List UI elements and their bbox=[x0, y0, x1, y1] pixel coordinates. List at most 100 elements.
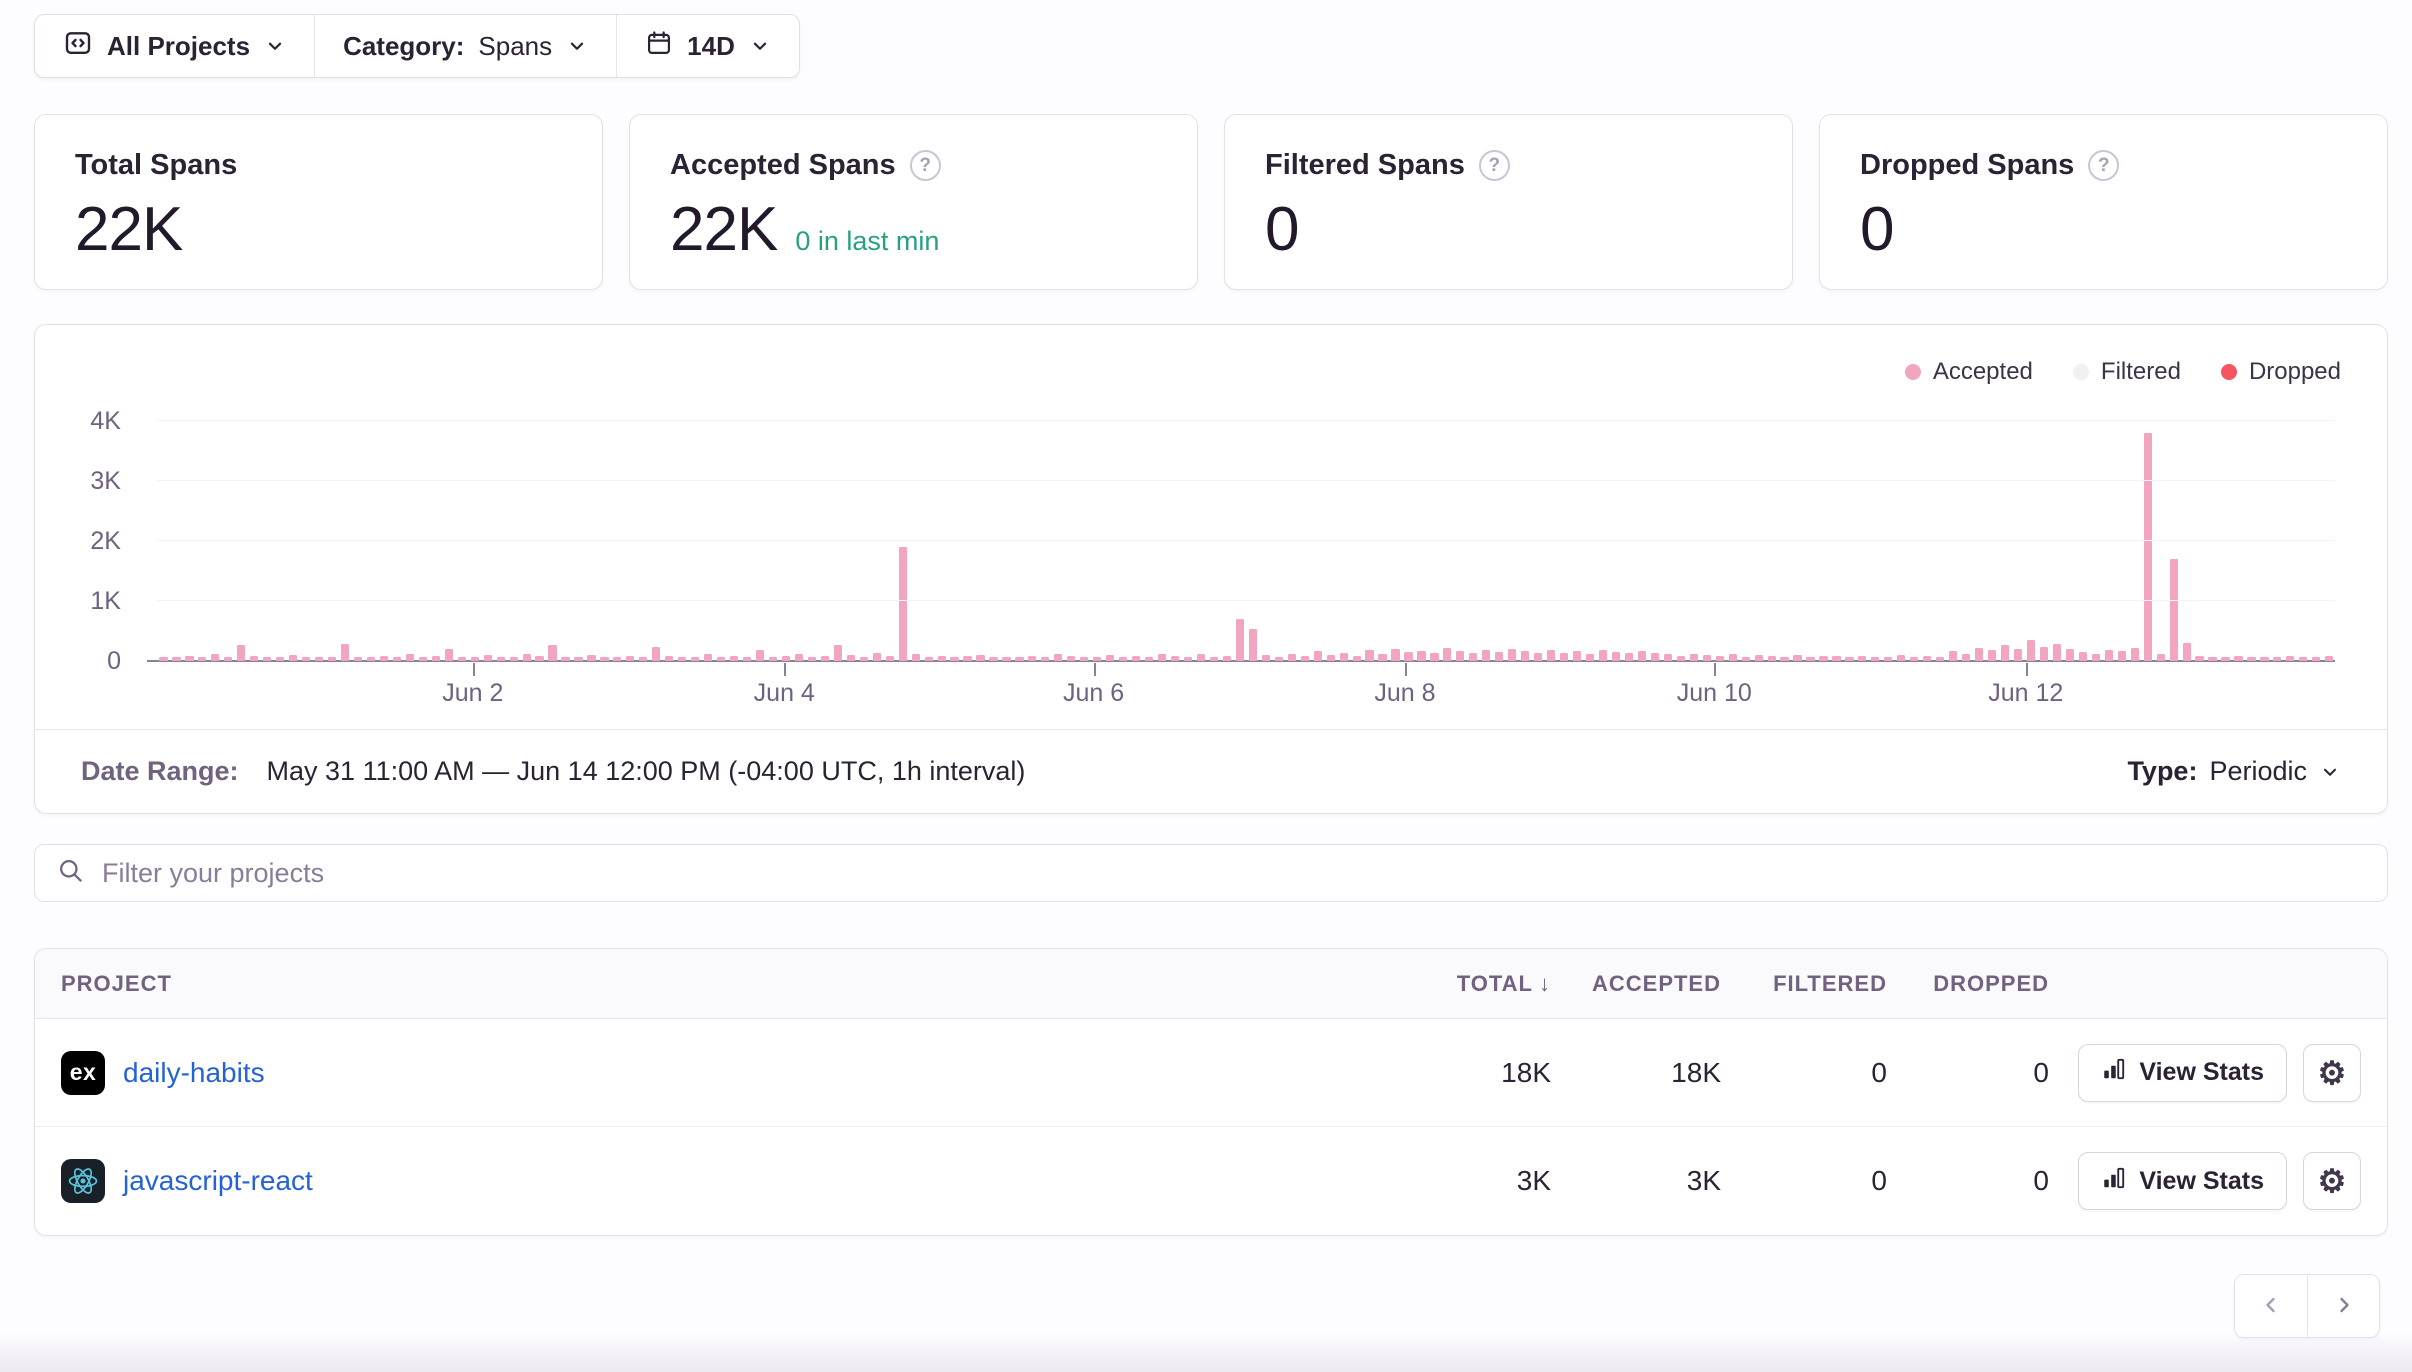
chart-bar[interactable] bbox=[1611, 652, 1621, 661]
category-filter-dropdown[interactable]: Category: Spans bbox=[314, 15, 616, 77]
column-header-dropped[interactable]: DROPPED bbox=[1933, 970, 2049, 996]
chart-bar[interactable] bbox=[1326, 655, 1335, 661]
chart-bar[interactable] bbox=[1469, 652, 1478, 661]
chart-bar[interactable] bbox=[1106, 655, 1115, 661]
column-header-total[interactable]: TOTAL ↓ bbox=[1456, 970, 1551, 996]
chart-bar[interactable] bbox=[1404, 652, 1413, 661]
chart-bar[interactable] bbox=[1015, 657, 1024, 661]
chart-bar[interactable] bbox=[574, 657, 583, 661]
chart-bar[interactable] bbox=[652, 646, 661, 661]
chart-bar[interactable] bbox=[1793, 655, 1802, 661]
chart-bar[interactable] bbox=[730, 655, 739, 661]
chart-bar[interactable] bbox=[2325, 655, 2334, 661]
help-icon[interactable]: ? bbox=[1478, 150, 1510, 181]
chart-bar[interactable] bbox=[1689, 653, 1698, 661]
chart-bar[interactable] bbox=[1560, 652, 1569, 661]
chart-bar[interactable] bbox=[2234, 656, 2243, 661]
chart-bar[interactable] bbox=[1132, 656, 1141, 661]
chart-bar[interactable] bbox=[1728, 654, 1737, 661]
chart-bar[interactable] bbox=[561, 657, 570, 661]
chart-bar[interactable] bbox=[224, 656, 233, 661]
chart-bar[interactable] bbox=[885, 656, 894, 661]
chart-bar[interactable] bbox=[2078, 652, 2087, 661]
help-icon[interactable]: ? bbox=[909, 150, 941, 181]
chart-bar[interactable] bbox=[185, 655, 194, 661]
chart-bar[interactable] bbox=[1962, 653, 1971, 661]
chart-bar[interactable] bbox=[2221, 657, 2230, 661]
chart-bar[interactable] bbox=[1508, 649, 1517, 661]
project-link[interactable]: daily-habits bbox=[123, 1056, 265, 1088]
chart-bar[interactable] bbox=[1378, 653, 1387, 661]
chart-bar[interactable] bbox=[2260, 656, 2269, 661]
chart-bar[interactable] bbox=[2117, 651, 2126, 661]
chart-bar[interactable] bbox=[1676, 655, 1685, 661]
chart-bar[interactable] bbox=[198, 657, 207, 661]
chart-bar[interactable] bbox=[276, 657, 285, 661]
chart-bar[interactable] bbox=[1702, 655, 1711, 661]
chart-bar[interactable] bbox=[1845, 656, 1854, 661]
chart-bar[interactable] bbox=[691, 656, 700, 661]
chart-bar[interactable] bbox=[859, 657, 868, 661]
chart-bar[interactable] bbox=[405, 654, 414, 661]
view-stats-button[interactable]: View Stats bbox=[2078, 1152, 2287, 1210]
chart-bar[interactable] bbox=[1417, 650, 1426, 661]
chart-bar[interactable] bbox=[1534, 653, 1543, 661]
chart-bar[interactable] bbox=[1028, 655, 1037, 661]
chart-bar[interactable] bbox=[1767, 655, 1776, 661]
chart-bar[interactable] bbox=[1067, 655, 1076, 661]
chart-bar[interactable] bbox=[872, 652, 881, 661]
chart-bar[interactable] bbox=[2000, 645, 2010, 661]
chart-bar[interactable] bbox=[315, 656, 324, 661]
chart-bar[interactable] bbox=[2195, 655, 2204, 661]
chart-bar[interactable] bbox=[1456, 651, 1465, 661]
chart-bar[interactable] bbox=[846, 655, 855, 661]
chart-bar[interactable] bbox=[717, 657, 726, 661]
chart-bar[interactable] bbox=[1572, 651, 1582, 661]
chart-bar[interactable] bbox=[989, 657, 998, 661]
chart-bar[interactable] bbox=[2273, 657, 2282, 661]
chart-bar[interactable] bbox=[1365, 650, 1374, 661]
chart-bar[interactable] bbox=[457, 656, 466, 661]
project-link[interactable]: javascript-react bbox=[123, 1165, 313, 1196]
date-period-dropdown[interactable]: 14D bbox=[616, 15, 799, 77]
chart-bar[interactable] bbox=[1261, 655, 1270, 661]
chart-bar[interactable] bbox=[976, 655, 985, 661]
chart-bar[interactable] bbox=[237, 645, 246, 661]
chart-bar[interactable] bbox=[1339, 652, 1348, 661]
legend-item-filtered[interactable]: Filtered bbox=[2072, 358, 2181, 386]
chart-bar[interactable] bbox=[1650, 652, 1659, 661]
chart-bar[interactable] bbox=[755, 650, 765, 661]
chart-bar[interactable] bbox=[1897, 655, 1906, 661]
chart-bar[interactable] bbox=[911, 653, 920, 661]
chart-bar[interactable] bbox=[1248, 629, 1257, 661]
chart-bar[interactable] bbox=[626, 655, 635, 661]
chart-bar[interactable] bbox=[1482, 649, 1491, 661]
chart-bar[interactable] bbox=[327, 657, 337, 661]
chart-bar[interactable] bbox=[340, 644, 350, 661]
view-stats-button[interactable]: View Stats bbox=[2078, 1043, 2287, 1102]
chart-bar[interactable] bbox=[678, 657, 687, 661]
legend-item-accepted[interactable]: Accepted bbox=[1904, 358, 2033, 386]
chart-bar[interactable] bbox=[1054, 654, 1063, 661]
chart-bar[interactable] bbox=[1585, 653, 1595, 661]
chart-bar[interactable] bbox=[483, 655, 492, 661]
chart-bar[interactable] bbox=[2143, 433, 2152, 661]
legend-item-dropped[interactable]: Dropped bbox=[2220, 358, 2341, 386]
project-filter-dropdown[interactable]: All Projects bbox=[35, 15, 314, 77]
chart-bar[interactable] bbox=[1222, 655, 1232, 661]
chart-bar[interactable] bbox=[1871, 657, 1880, 661]
chart-bar[interactable] bbox=[1495, 652, 1504, 661]
chart-bar[interactable] bbox=[366, 657, 376, 661]
chart-bar[interactable] bbox=[1637, 650, 1647, 661]
chart-bar[interactable] bbox=[807, 656, 817, 661]
chart-bar[interactable] bbox=[548, 645, 557, 661]
chart-bar[interactable] bbox=[1936, 656, 1945, 661]
chart-bar[interactable] bbox=[1832, 655, 1841, 661]
chart-bar[interactable] bbox=[496, 657, 505, 661]
chart-bar[interactable] bbox=[1741, 656, 1750, 661]
chart-bar[interactable] bbox=[781, 655, 791, 661]
chart-bar[interactable] bbox=[1910, 657, 1919, 661]
chart-bar[interactable] bbox=[1274, 656, 1283, 661]
chart-bar[interactable] bbox=[639, 657, 648, 661]
chart-bar[interactable] bbox=[704, 654, 713, 661]
